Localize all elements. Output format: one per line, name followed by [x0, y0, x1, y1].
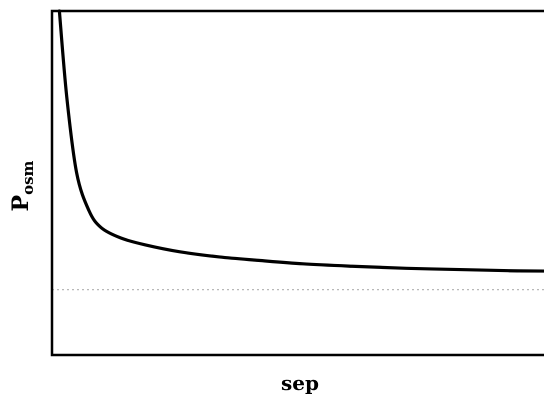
axes-frame: [50, 9, 544, 357]
y-axis-label-subscript: osm: [19, 160, 37, 194]
y-axis-label-main: P: [8, 195, 34, 212]
y-axis-label: Posm: [8, 160, 37, 211]
x-axis-label: sep: [281, 371, 319, 395]
series-line: [57, 9, 544, 273]
